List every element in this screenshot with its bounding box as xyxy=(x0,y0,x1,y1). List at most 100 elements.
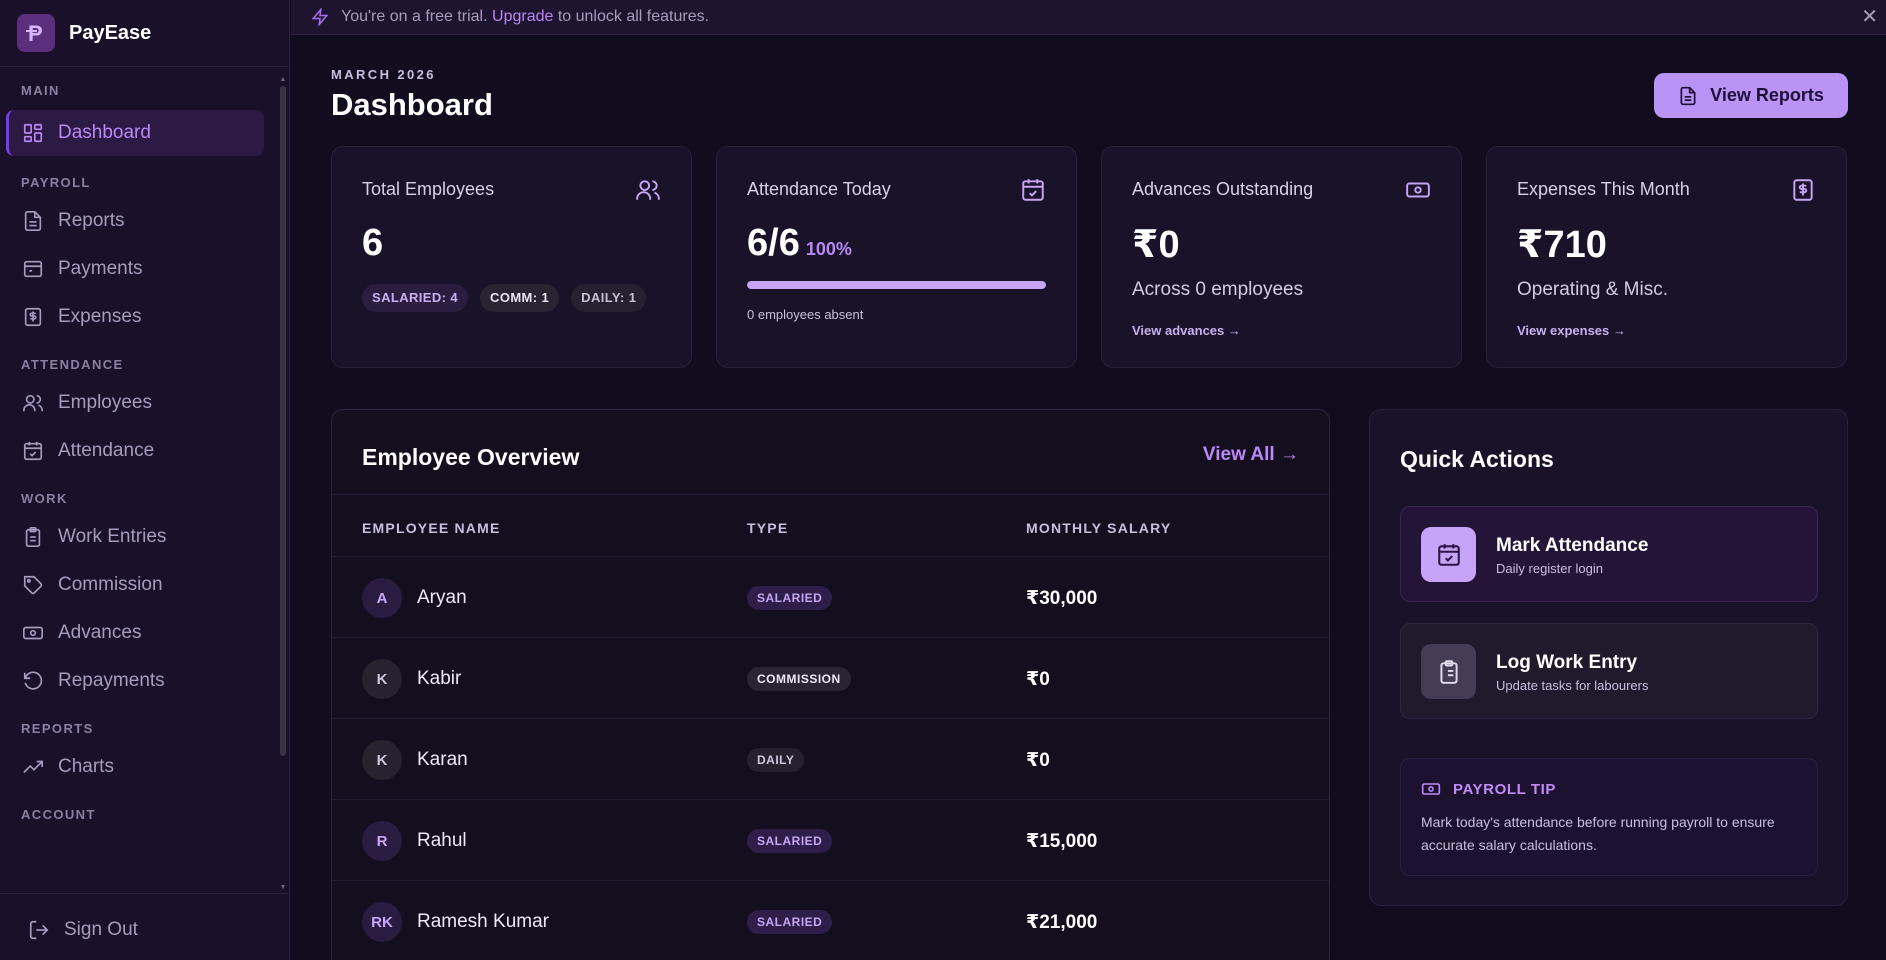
sidebar-item-work-entries[interactable]: Work Entries xyxy=(6,514,264,560)
banner-text-before: You're on a free trial. xyxy=(341,8,488,25)
action-description: Update tasks for labourers xyxy=(1496,678,1649,693)
calendar-check-icon xyxy=(1022,179,1044,201)
type-badge: SALARIED xyxy=(747,829,833,853)
card-title: Expenses This Month xyxy=(1517,179,1690,199)
wallet-icon xyxy=(23,260,43,278)
sidebar-nav: MAIN Dashboard PAYROLL Reports Payments … xyxy=(0,74,278,892)
card-subtitle: Across 0 employees xyxy=(1132,279,1304,300)
action-label: Mark Attendance xyxy=(1496,535,1649,556)
section-work: WORK xyxy=(21,491,68,506)
absent-note: 0 employees absent xyxy=(747,307,864,322)
attendance-today-card: Attendance Today 6/6 100% 0 employees abs… xyxy=(716,146,1077,368)
section-main: MAIN xyxy=(21,83,60,98)
sidebar-item-expenses[interactable]: Expenses xyxy=(6,294,264,340)
sidebar-item-label: Expenses xyxy=(58,306,142,327)
attendance-count: 6/6 xyxy=(747,222,800,264)
view-all-link[interactable]: View All → xyxy=(1202,444,1299,465)
stat-cards: Total Employees 6 SALARIED: 4 COMM: 1 DA… xyxy=(331,146,1848,368)
column-header-salary[interactable]: MONTHLY SALARY xyxy=(1026,520,1172,536)
view-expenses-link[interactable]: View expenses → xyxy=(1517,323,1626,338)
sidebar-scrollbar[interactable]: ▲ ▼ xyxy=(279,76,287,892)
quick-actions-panel: Quick Actions Mark Attendance Daily regi… xyxy=(1369,409,1848,906)
upgrade-link[interactable]: Upgrade xyxy=(492,8,554,25)
sidebar-item-label: Charts xyxy=(58,756,114,777)
type-badge: DAILY xyxy=(747,748,805,772)
sidebar-item-label: Reports xyxy=(58,210,125,231)
view-reports-label: View Reports xyxy=(1710,85,1824,105)
card-value: ₹710 xyxy=(1517,224,1607,266)
tag-icon xyxy=(23,575,43,595)
monthly-salary: ₹0 xyxy=(1026,669,1050,690)
progress-fill xyxy=(747,281,1046,289)
column-header-name[interactable]: EMPLOYEE NAME xyxy=(362,520,501,536)
brand[interactable]: P PayEase xyxy=(0,0,289,66)
dashboard-grid-icon xyxy=(23,123,43,143)
section-account: ACCOUNT xyxy=(21,807,96,822)
card-value: 6 xyxy=(362,222,384,264)
sidebar-item-label: Employees xyxy=(58,392,152,413)
sidebar-item-label: Work Entries xyxy=(58,526,167,547)
table-row[interactable]: K Kabir COMMISSION ₹0 xyxy=(332,637,1329,718)
table-row[interactable]: R Rahul SALARIED ₹15,000 xyxy=(332,799,1329,880)
employee-overview-panel: Employee Overview View All → EMPLOYEE NA… xyxy=(331,409,1330,960)
divider xyxy=(0,66,289,67)
chip-commission: COMM: 1 xyxy=(480,284,560,312)
sidebar-item-dashboard[interactable]: Dashboard xyxy=(6,110,264,156)
column-header-type[interactable]: TYPE xyxy=(747,520,789,536)
sidebar-item-label: Advances xyxy=(58,622,142,643)
table-row[interactable]: A Aryan SALARIED ₹30,000 xyxy=(332,556,1329,637)
banknote-icon xyxy=(1406,182,1430,198)
expenses-this-month-card: Expenses This Month ₹710 Operating & Mis… xyxy=(1486,146,1847,368)
attendance-percent: 100% xyxy=(805,239,852,259)
sidebar-item-employees[interactable]: Employees xyxy=(6,380,264,426)
log-work-entry-action[interactable]: Log Work Entry Update tasks for labourer… xyxy=(1400,623,1818,719)
sidebar-item-charts[interactable]: Charts xyxy=(6,744,264,790)
scrollbar-thumb[interactable] xyxy=(280,86,286,756)
chip-salaried: SALARIED: 4 xyxy=(362,284,469,312)
receipt-icon xyxy=(24,307,42,327)
page-title: Dashboard xyxy=(331,87,493,122)
sidebar-item-payments[interactable]: Payments xyxy=(6,246,264,292)
sidebar-item-repayments[interactable]: Repayments xyxy=(6,658,264,704)
card-title: Total Employees xyxy=(362,179,495,199)
banknote-icon xyxy=(1421,783,1441,795)
employee-type-chips: SALARIED: 4 COMM: 1 DAILY: 1 xyxy=(362,284,661,312)
mark-attendance-action[interactable]: Mark Attendance Daily register login xyxy=(1400,506,1818,602)
table-row[interactable]: K Karan DAILY ₹0 xyxy=(332,718,1329,799)
sidebar-item-advances[interactable]: Advances xyxy=(6,610,264,656)
close-banner-button[interactable]: ✕ xyxy=(1861,6,1878,28)
sidebar-item-attendance[interactable]: Attendance xyxy=(6,428,264,474)
sidebar-item-reports[interactable]: Reports xyxy=(6,198,264,244)
avatar: K xyxy=(362,659,402,699)
view-reports-button[interactable]: View Reports xyxy=(1654,73,1848,118)
total-employees-card: Total Employees 6 SALARIED: 4 COMM: 1 DA… xyxy=(331,146,692,368)
card-subtitle: Operating & Misc. xyxy=(1517,279,1668,300)
card-value: 6/6 100% xyxy=(747,222,1046,265)
advances-outstanding-card: Advances Outstanding ₹0 Across 0 employe… xyxy=(1101,146,1462,368)
monthly-salary: ₹0 xyxy=(1026,750,1050,771)
action-label: Log Work Entry xyxy=(1496,652,1638,673)
scroll-down-arrow-icon[interactable]: ▼ xyxy=(279,884,287,891)
avatar: R xyxy=(362,821,402,861)
banner-text-after: to unlock all features. xyxy=(557,8,710,25)
monthly-salary: ₹15,000 xyxy=(1026,831,1098,852)
sidebar-item-commission[interactable]: Commission xyxy=(6,562,264,608)
table-row[interactable]: RK Ramesh Kumar SALARIED ₹21,000 xyxy=(332,880,1329,960)
sidebar-item-label: Dashboard xyxy=(58,122,151,143)
scroll-up-arrow-icon[interactable]: ▲ xyxy=(279,76,287,83)
sidebar: P PayEase MAIN Dashboard PAYROLL Reports… xyxy=(0,0,290,960)
employee-name: Kabir xyxy=(417,668,462,689)
sidebar-item-label: Attendance xyxy=(58,440,155,461)
section-reports: REPORTS xyxy=(21,721,94,736)
section-payroll: PAYROLL xyxy=(21,175,91,190)
panel-title: Quick Actions xyxy=(1400,446,1554,472)
log-out-icon xyxy=(29,920,49,940)
calendar-check-icon xyxy=(23,441,43,461)
type-badge: SALARIED xyxy=(747,910,833,934)
banknote-icon xyxy=(23,626,43,640)
employee-name: Aryan xyxy=(417,587,467,608)
document-icon xyxy=(24,211,42,231)
sign-out-button[interactable]: Sign Out xyxy=(12,907,282,953)
view-advances-link[interactable]: View advances → xyxy=(1132,323,1241,338)
tip-title: PAYROLL TIP xyxy=(1453,780,1557,798)
